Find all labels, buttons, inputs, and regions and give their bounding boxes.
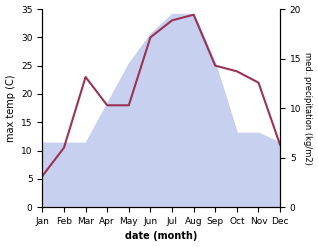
X-axis label: date (month): date (month) [125,231,197,242]
Y-axis label: med. precipitation (kg/m2): med. precipitation (kg/m2) [303,52,313,165]
Y-axis label: max temp (C): max temp (C) [5,74,16,142]
